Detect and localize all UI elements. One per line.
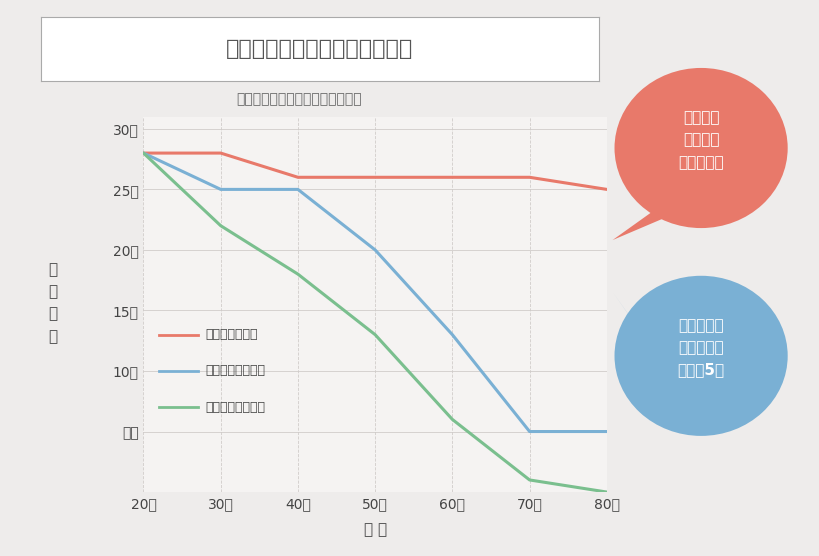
Ellipse shape bbox=[613, 68, 787, 228]
Text: 長崎大学・新庄教授のデータより: 長崎大学・新庄教授のデータより bbox=[236, 92, 362, 106]
Text: 若い頃と
ほとんど
変わらない: 若い頃と ほとんど 変わらない bbox=[677, 110, 723, 170]
X-axis label: 年 代: 年 代 bbox=[363, 522, 387, 537]
Text: 歯磨き指導を受診: 歯磨き指導を受診 bbox=[205, 365, 265, 378]
Ellipse shape bbox=[613, 276, 787, 436]
Polygon shape bbox=[612, 292, 696, 412]
Text: 歯科医院のかかり方と残存歯数: 歯科医院のかかり方と残存歯数 bbox=[226, 39, 413, 58]
Polygon shape bbox=[612, 188, 696, 240]
Text: 定期検診を受診: 定期検診を受診 bbox=[205, 328, 257, 341]
Text: 残
存
歯
数: 残 存 歯 数 bbox=[48, 262, 58, 344]
Text: 痛いときだけ受診: 痛いときだけ受診 bbox=[205, 401, 265, 414]
Text: 歯磨きだけ
していても
わずか5本: 歯磨きだけ していても わずか5本 bbox=[676, 318, 724, 378]
